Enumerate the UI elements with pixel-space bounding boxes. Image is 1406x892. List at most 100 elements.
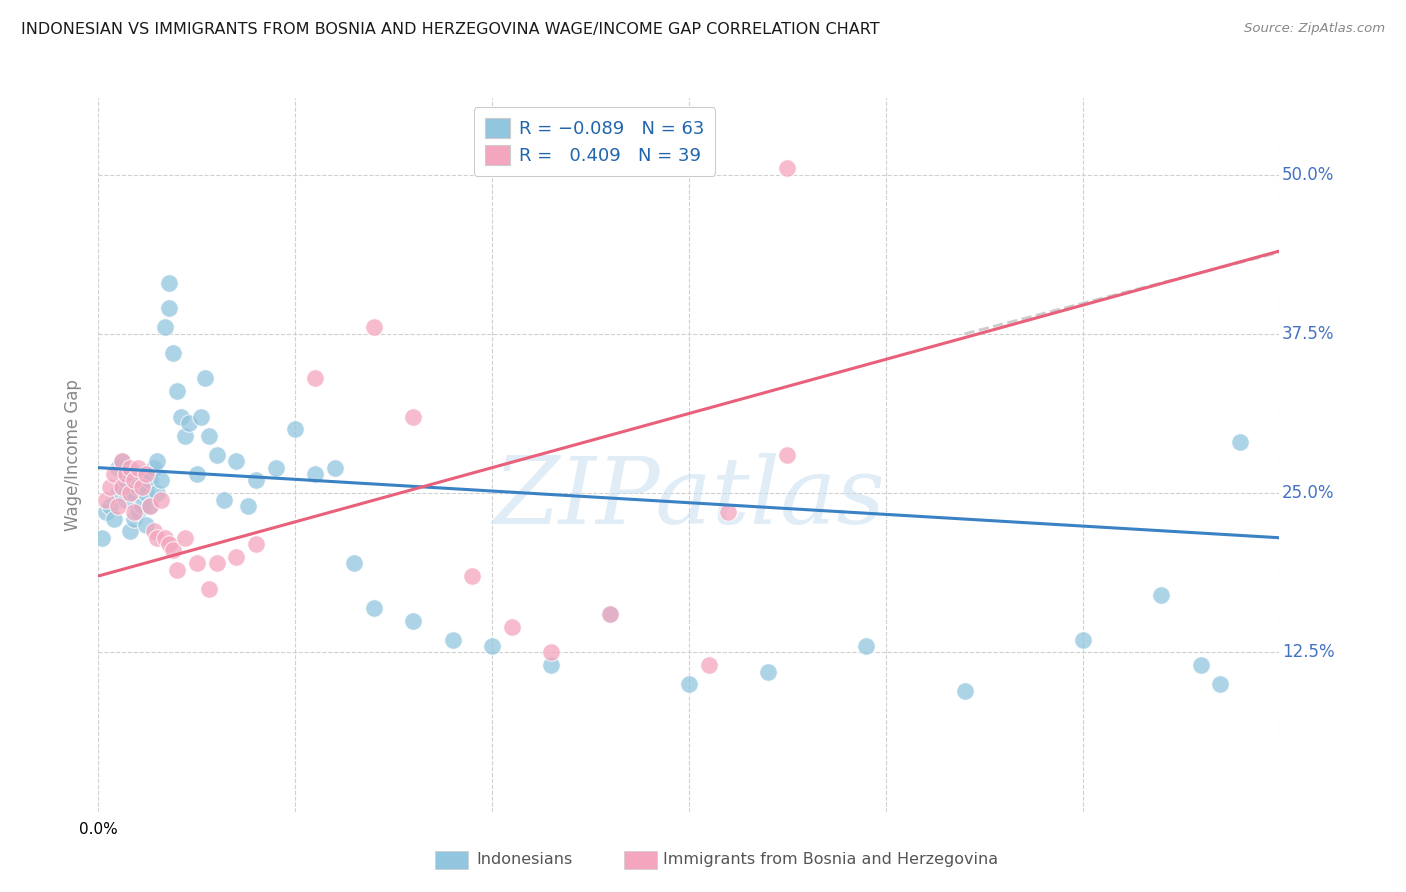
Point [127, 460, 149, 475]
Text: 37.5%: 37.5% [1282, 325, 1334, 343]
Point [304, 371, 326, 385]
FancyBboxPatch shape [434, 851, 468, 869]
Point [155, 531, 177, 545]
Point [1189, 658, 1212, 673]
Point [111, 480, 134, 494]
Point [111, 454, 134, 468]
Point [122, 511, 145, 525]
Point [197, 429, 219, 443]
Point [138, 474, 160, 488]
Point [155, 320, 177, 334]
Point [177, 416, 200, 430]
Point [1209, 677, 1232, 691]
Point [776, 448, 799, 462]
Point [855, 639, 877, 653]
Point [323, 460, 346, 475]
Point [1229, 435, 1251, 450]
Point [96, 505, 118, 519]
Point [157, 276, 180, 290]
Point [127, 505, 149, 519]
Point [599, 607, 621, 622]
Text: 50.0%: 50.0% [1282, 166, 1334, 184]
Point [98, 480, 121, 494]
Text: ZIPatlas: ZIPatlas [494, 453, 884, 542]
Point [363, 600, 385, 615]
Point [150, 474, 173, 488]
Point [118, 467, 141, 481]
Point [162, 543, 184, 558]
Point [150, 492, 173, 507]
Point [174, 531, 197, 545]
Point [501, 620, 523, 634]
Text: Indonesians: Indonesians [477, 852, 572, 867]
Point [162, 346, 184, 360]
Point [98, 499, 121, 513]
Text: 0.0%: 0.0% [79, 822, 118, 838]
Point [107, 460, 129, 475]
Point [194, 371, 217, 385]
Point [264, 460, 287, 475]
Point [157, 301, 180, 316]
Point [138, 499, 160, 513]
Point [170, 409, 193, 424]
FancyBboxPatch shape [624, 851, 657, 869]
Point [186, 556, 208, 570]
Point [131, 480, 153, 494]
Point [107, 499, 129, 513]
Point [115, 492, 138, 507]
Point [122, 486, 145, 500]
Point [166, 384, 188, 399]
Point [1071, 632, 1094, 647]
Point [284, 422, 307, 436]
Text: 12.5%: 12.5% [1282, 643, 1334, 662]
Point [135, 486, 157, 500]
Point [127, 480, 149, 494]
Point [115, 474, 138, 488]
Point [190, 409, 212, 424]
Point [135, 518, 157, 533]
Point [402, 614, 425, 628]
Point [96, 492, 118, 507]
Point [540, 658, 562, 673]
Point [131, 467, 153, 481]
Point [122, 474, 145, 488]
Point [461, 569, 484, 583]
Point [157, 537, 180, 551]
Text: Immigrants from Bosnia and Herzegovina: Immigrants from Bosnia and Herzegovina [664, 852, 998, 867]
Text: 25.0%: 25.0% [1282, 484, 1334, 502]
Text: Source: ZipAtlas.com: Source: ZipAtlas.com [1244, 22, 1385, 36]
Point [481, 639, 503, 653]
Point [697, 658, 720, 673]
Point [343, 556, 366, 570]
Point [540, 645, 562, 659]
Point [174, 429, 197, 443]
Point [776, 161, 799, 176]
Point [236, 499, 259, 513]
Point [142, 524, 165, 539]
Legend: R = −0.089   N = 63, R =   0.409   N = 39: R = −0.089 N = 63, R = 0.409 N = 39 [474, 107, 716, 176]
Point [146, 486, 169, 500]
Point [115, 467, 138, 481]
Point [186, 467, 208, 481]
Point [245, 474, 267, 488]
Point [166, 563, 188, 577]
Point [205, 448, 228, 462]
Point [122, 505, 145, 519]
Point [91, 531, 114, 545]
Point [197, 582, 219, 596]
Point [142, 460, 165, 475]
Point [214, 492, 236, 507]
Point [304, 467, 326, 481]
Point [103, 511, 125, 525]
Point [103, 467, 125, 481]
Point [363, 320, 385, 334]
Point [225, 454, 247, 468]
Point [118, 460, 141, 475]
Point [402, 409, 425, 424]
Point [717, 505, 740, 519]
Point [146, 531, 169, 545]
Point [205, 556, 228, 570]
Point [756, 665, 779, 679]
Point [245, 537, 267, 551]
Point [138, 499, 160, 513]
